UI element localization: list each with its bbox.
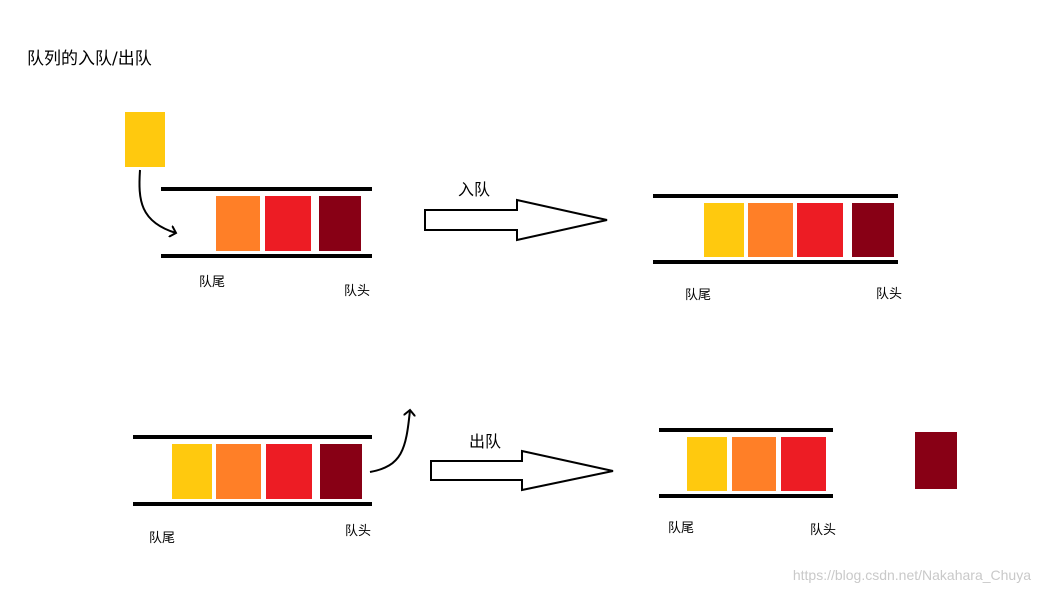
tail-label: 队尾 [149,531,176,546]
head-label: 队头 [810,523,837,538]
darkred-element [319,196,361,251]
yellow-element [687,437,727,491]
enqueue-curve-arrow [138,169,176,233]
yellow-element [704,203,744,257]
red-element [797,203,843,257]
enqueue-before-queue [161,187,372,258]
head-label: 队头 [344,284,371,299]
orange-element [216,196,260,251]
orange-element [732,437,776,491]
red-element [266,444,312,499]
removed-darkred-element [915,432,957,489]
darkred-element [320,444,362,499]
head-label: 队头 [876,287,903,302]
tail-label: 队尾 [199,275,226,290]
diagram-title: 队列的入队/出队 [27,49,152,69]
incoming-yellow-element [125,112,165,167]
enqueue-after-queue [653,194,898,264]
enqueue-arrow-label: 入队 [458,180,491,199]
dequeue-big-arrow [430,449,614,492]
dequeue-arrow-label: 出队 [469,432,502,451]
red-element [781,437,826,491]
red-element [265,196,311,251]
head-label: 队头 [345,524,372,539]
enqueue-big-arrow [424,198,608,242]
dequeue-curve-arrow [369,410,410,473]
orange-element [748,203,793,257]
tail-label: 队尾 [685,288,712,303]
tail-label: 队尾 [668,521,695,536]
watermark: https://blog.csdn.net/Nakahara_Chuya [792,567,1031,583]
dequeue-before-queue [133,435,372,506]
dequeue-after-queue [659,428,833,498]
darkred-element [852,203,894,257]
yellow-element [172,444,212,499]
orange-element [216,444,261,499]
